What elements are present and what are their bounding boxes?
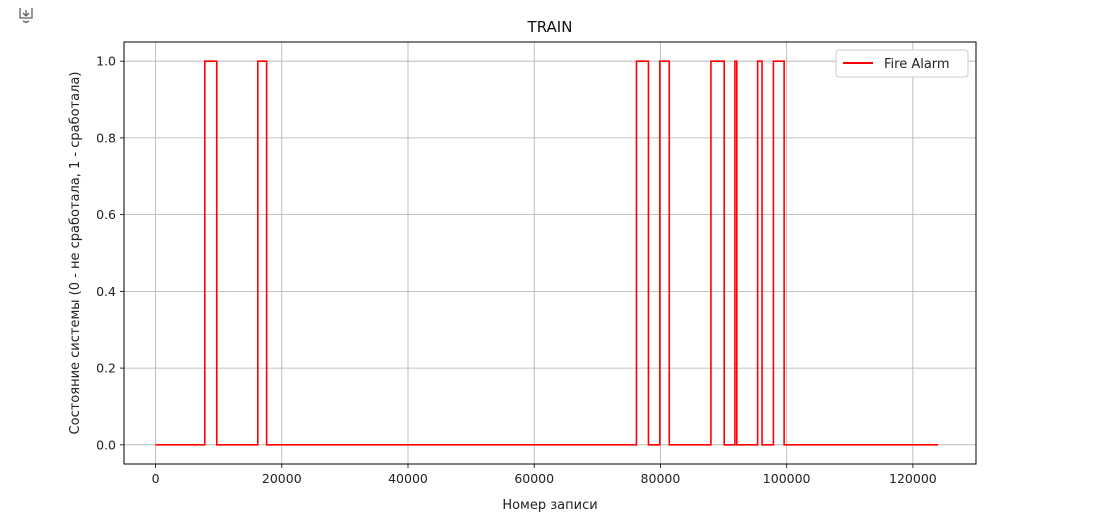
legend-label-fire-alarm: Fire Alarm	[884, 57, 950, 72]
plot-frame	[123, 41, 977, 465]
x-tick-label: 20000	[262, 471, 302, 486]
y-axis-ticks: 0.0 0.2 0.4 0.6 0.8 1.0	[96, 54, 124, 452]
series-layer	[155, 60, 939, 446]
y-tick-label: 0.6	[96, 207, 116, 222]
x-tick-label: 0	[152, 471, 160, 486]
x-tick-label: 100000	[763, 471, 811, 486]
legend: Fire Alarm	[835, 49, 969, 78]
output-toggle-icon[interactable]	[17, 6, 35, 24]
legend-box	[835, 49, 969, 78]
x-axis-label: Номер записи	[502, 498, 597, 513]
grid	[124, 42, 976, 464]
y-tick-label: 1.0	[96, 54, 116, 69]
x-axis-ticks: 0 20000 40000 60000 80000 100000 120000	[152, 464, 937, 486]
x-tick-label: 80000	[641, 471, 681, 486]
y-tick-label: 0.8	[96, 130, 116, 145]
y-tick-label: 0.4	[96, 284, 116, 299]
chart-title: TRAIN	[527, 18, 573, 36]
y-tick-label: 0.0	[96, 437, 116, 452]
x-tick-label: 60000	[514, 471, 554, 486]
series-line-fire-alarm	[155, 60, 939, 446]
x-tick-label: 120000	[889, 471, 937, 486]
y-tick-label: 0.2	[96, 361, 116, 376]
y-axis-label: Состояние системы (0 - не сработала, 1 -…	[68, 72, 83, 435]
x-tick-label: 40000	[388, 471, 428, 486]
